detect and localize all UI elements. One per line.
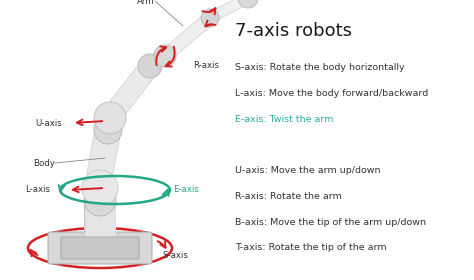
Text: E-axis: Twist the arm: E-axis: Twist the arm: [235, 115, 333, 123]
Text: S-axis: S-axis: [162, 251, 188, 260]
Circle shape: [94, 116, 122, 144]
Text: 7-axis robots: 7-axis robots: [235, 22, 352, 40]
Text: S-axis: Rotate the body horizontally: S-axis: Rotate the body horizontally: [235, 63, 404, 72]
FancyBboxPatch shape: [48, 232, 152, 264]
Text: E-axis: E-axis: [173, 186, 199, 195]
Text: R-axis: R-axis: [193, 62, 219, 71]
Text: L-axis: Move the body forward/backward: L-axis: Move the body forward/backward: [235, 89, 428, 98]
Text: U-axis: Move the arm up/down: U-axis: Move the arm up/down: [235, 166, 380, 175]
Text: Body: Body: [33, 158, 55, 167]
Circle shape: [82, 170, 118, 206]
Text: B-axis: Move the tip of the arm up/down: B-axis: Move the tip of the arm up/down: [235, 218, 426, 227]
Circle shape: [238, 0, 258, 8]
FancyBboxPatch shape: [61, 237, 139, 259]
Circle shape: [84, 184, 116, 216]
Circle shape: [94, 102, 126, 134]
Circle shape: [201, 9, 219, 27]
Text: R-axis: Rotate the arm: R-axis: Rotate the arm: [235, 192, 341, 201]
Circle shape: [154, 45, 176, 67]
Text: T-axis: Rotate the tip of the arm: T-axis: Rotate the tip of the arm: [235, 243, 386, 252]
Text: L-axis: L-axis: [25, 186, 50, 195]
Text: Arm: Arm: [137, 0, 155, 6]
Text: U-axis: U-axis: [35, 118, 62, 127]
Text: B-axis: B-axis: [172, 0, 198, 1]
Circle shape: [138, 54, 162, 78]
